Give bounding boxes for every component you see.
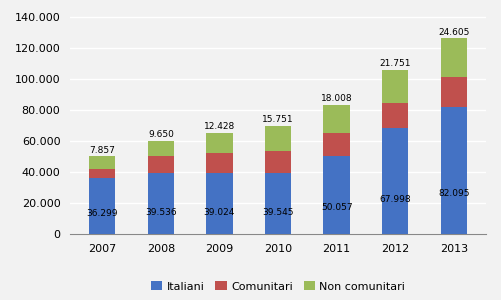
- Bar: [441, 77, 467, 106]
- Bar: [89, 169, 115, 178]
- Bar: [441, 38, 467, 77]
- Bar: [324, 133, 350, 156]
- Bar: [206, 153, 232, 173]
- Bar: [441, 106, 467, 234]
- Text: 67.998: 67.998: [379, 196, 411, 205]
- Text: 21.751: 21.751: [380, 59, 411, 68]
- Bar: [265, 126, 291, 151]
- Bar: [382, 70, 408, 103]
- Text: 15.751: 15.751: [262, 115, 294, 124]
- Text: 39.536: 39.536: [145, 208, 177, 217]
- Text: 50.057: 50.057: [321, 203, 353, 212]
- Bar: [324, 105, 350, 133]
- Text: 7.857: 7.857: [89, 146, 115, 154]
- Text: 12.428: 12.428: [204, 122, 235, 131]
- Text: 82.095: 82.095: [438, 189, 469, 198]
- Text: 9.650: 9.650: [148, 130, 174, 139]
- Bar: [265, 151, 291, 172]
- Bar: [206, 133, 232, 153]
- Text: 18.008: 18.008: [321, 94, 353, 103]
- Legend: Italiani, Comunitari, Non comunitari: Italiani, Comunitari, Non comunitari: [146, 277, 410, 296]
- Bar: [89, 178, 115, 234]
- Bar: [324, 156, 350, 234]
- Bar: [148, 173, 174, 234]
- Text: 24.605: 24.605: [438, 28, 469, 37]
- Text: 39.545: 39.545: [263, 208, 294, 217]
- Bar: [89, 156, 115, 169]
- Bar: [148, 141, 174, 156]
- Bar: [382, 128, 408, 234]
- Text: 36.299: 36.299: [87, 209, 118, 218]
- Bar: [206, 173, 232, 234]
- Bar: [382, 103, 408, 128]
- Bar: [265, 172, 291, 234]
- Bar: [148, 156, 174, 173]
- Text: 39.024: 39.024: [204, 208, 235, 217]
